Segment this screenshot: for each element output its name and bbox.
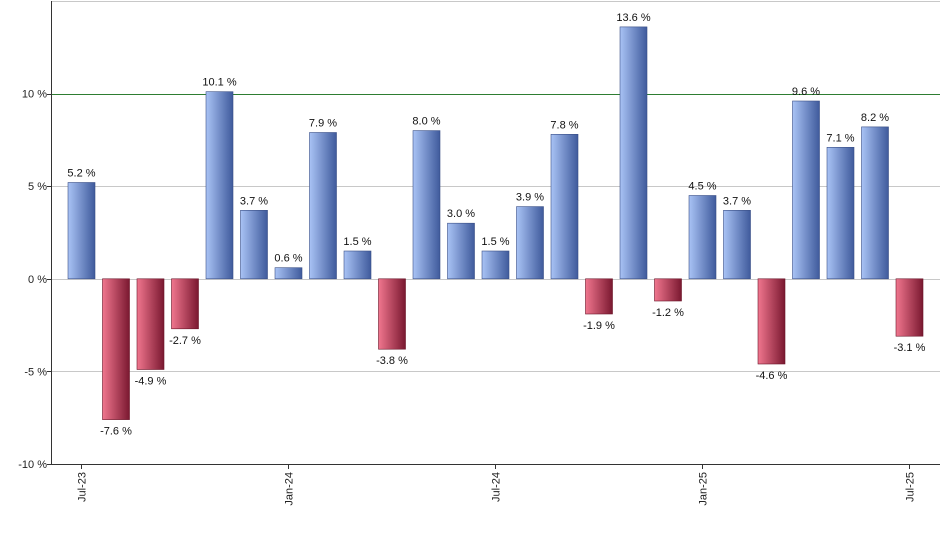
x-tick-label-Jul-24: Jul-24 [491,472,503,502]
data-label-Nov-24: 13.6 % [616,12,650,24]
bar-May-25 [826,147,855,280]
y-tick-label: 10 % [22,89,47,101]
bar-Aug-24 [516,206,544,280]
data-label-Oct-23: -2.7 % [169,335,201,347]
data-label-Mar-25: -4.6 % [756,370,788,382]
bar-Sep-24 [550,134,579,280]
bar-May-24 [412,130,441,280]
bar-Jul-24 [481,250,510,280]
x-tick-label-Jul-23: Jul-23 [77,472,89,502]
bar-Oct-23 [171,278,199,330]
bar-Nov-24 [619,26,648,280]
data-label-Nov-23: 10.1 % [202,77,236,89]
bar-Mar-24 [343,250,372,280]
bar-Apr-25 [792,100,820,280]
bar-Jun-25 [861,126,889,280]
bar-Mar-25 [757,278,786,365]
data-label-Jul-25: -3.1 % [894,342,926,354]
data-label-Apr-24: -3.8 % [376,355,408,367]
data-label-May-24: 8.0 % [412,116,440,128]
bar-Feb-24 [309,132,337,280]
bar-Sep-23 [136,278,165,370]
data-label-Apr-25: 9.6 % [792,86,820,98]
bar-Jul-23 [67,182,96,280]
bar-Jan-24 [274,267,303,280]
data-label-Aug-24: 3.9 % [516,192,544,204]
data-label-Aug-23: -7.6 % [100,426,132,438]
data-label-Jul-24: 1.5 % [481,236,509,248]
bar-Nov-23 [205,91,234,280]
bar-Apr-24 [378,278,406,350]
y-tick-label: -10 % [18,459,47,471]
x-tick-label-Jan-24: Jan-24 [284,472,296,506]
data-label-Oct-24: -1.9 % [583,320,615,332]
data-labels: 5.2 % -7.6 % -4.9 % -2.7 % 10.1 % 3.7 % 0.6 % 7… [67,12,925,438]
y-tick-label: 5 % [28,181,47,193]
data-label-Feb-25: 3.7 % [723,195,751,207]
bar-Oct-24 [585,278,613,315]
data-label-Sep-24: 7.8 % [550,119,578,131]
data-label-Jan-24: 0.6 % [274,253,302,265]
data-label-May-25: 7.1 % [826,132,854,144]
x-tick-labels: Jul-23 Jan-24 Jul-24 Jan-25 Jul-25 [77,472,917,506]
data-label-Jan-25: 4.5 % [688,181,716,193]
bar-Jan-25 [688,195,717,280]
x-tick-label-Jul-25: Jul-25 [905,472,917,502]
axes [47,1,940,469]
data-label-Jul-23: 5.2 % [67,168,95,180]
bars [67,26,924,420]
data-label-Jun-24: 3.0 % [447,208,475,220]
bar-Dec-23 [240,210,268,280]
bar-Dec-24 [654,278,682,302]
x-tick-label-Jan-25: Jan-25 [698,472,710,506]
bar-Aug-23 [102,278,130,420]
data-label-Feb-24: 7.9 % [309,118,337,130]
data-label-Mar-24: 1.5 % [343,236,371,248]
y-tick-label: -5 % [24,366,47,378]
data-label-Dec-24: -1.2 % [652,307,684,319]
bar-Feb-25 [723,210,751,280]
bar-Jun-24 [447,222,475,280]
data-label-Dec-23: 3.7 % [240,195,268,207]
data-label-Jun-25: 8.2 % [861,112,889,124]
bar-Jul-25 [895,278,924,337]
y-tick-label: 0 % [28,274,47,286]
data-label-Sep-23: -4.9 % [135,376,167,388]
y-tick-labels: -10 % -5 % 0 % 5 % 10 % [18,89,47,471]
